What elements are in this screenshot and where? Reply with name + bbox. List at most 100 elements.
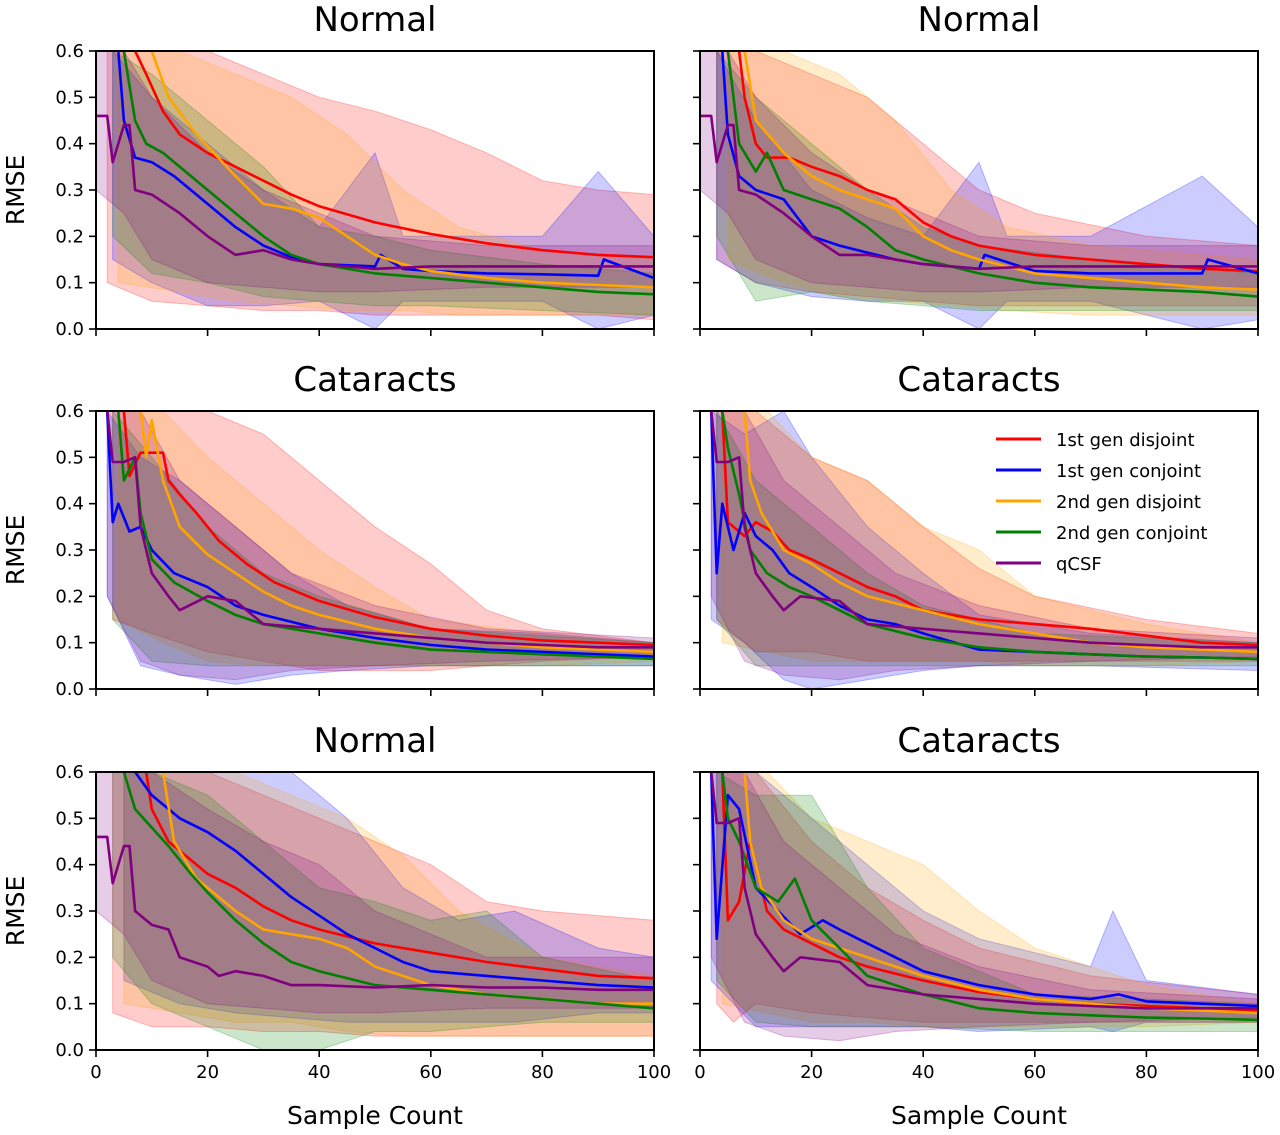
band-qcsf [106, 411, 654, 681]
band-2nd-gen-disjoint [727, 51, 1258, 316]
series-line-1st-gen-disjoint [737, 51, 1258, 273]
band-2nd-gen-disjoint [117, 411, 654, 667]
y-tick-label: 0.6 [55, 41, 84, 62]
legend-label-2nd-gen-conjoint: 2nd gen conjoint [1056, 523, 1207, 544]
y-tick-label: 0.6 [55, 762, 84, 783]
panel-title: Normal [917, 0, 1040, 40]
x-tick-label: 0 [694, 1062, 705, 1083]
band-2nd-gen-conjoint [112, 411, 654, 667]
band-1st-gen-disjoint [112, 772, 654, 1037]
x-tick-label: 40 [912, 1062, 935, 1083]
x-tick-label: 0 [90, 1062, 101, 1083]
x-tick-label: 20 [196, 1062, 219, 1083]
panel-5: Normal 0 20 40 60 80 100 0.0 0.1 0.2 0.3 0.4 0.5 0.6 R… [1, 721, 671, 1130]
legend-label-1st-gen-disjoint: 1st gen disjoint [1056, 430, 1195, 451]
y-tick-label: 0.4 [55, 134, 84, 155]
series-line-qcsf [105, 411, 654, 649]
x-tick-label: 60 [419, 1062, 442, 1083]
x-tick-label: 100 [1241, 1062, 1275, 1083]
band-qcsf [700, 51, 1258, 293]
panel-title: Cataracts [897, 721, 1060, 761]
x-axis-label: Sample Count [891, 1101, 1067, 1130]
band-1st-gen-conjoint [710, 411, 1258, 689]
series-line-1st-gen-disjoint [133, 51, 654, 259]
band-1st-gen-conjoint [106, 411, 654, 685]
x-tick-label: 80 [1135, 1062, 1158, 1083]
series-line-qcsf [709, 411, 1258, 649]
series-line-1st-gen-disjoint [122, 411, 654, 647]
y-tick-label: 0.1 [55, 994, 84, 1015]
y-axis-label: RMSE [1, 515, 30, 586]
panel-4: Cataracts 1st gen disjoint 1st gen conjoin… [693, 360, 1259, 696]
x-tick-label: 20 [800, 1062, 823, 1083]
legend-label-2nd-gen-disjoint: 2nd gen disjoint [1056, 492, 1201, 513]
legend: 1st gen disjoint 1st gen conjoint 2nd gen … [996, 430, 1207, 575]
y-tick-label: 0.0 [55, 679, 84, 700]
x-tick-label: 100 [637, 1062, 671, 1083]
band-2nd-gen-conjoint [716, 51, 1258, 311]
y-tick-label: 0.3 [55, 540, 84, 561]
series-line-2nd-gen-conjoint [122, 51, 654, 296]
panel-6: Cataracts 0 20 40 60 80 100 Sample Count [693, 721, 1275, 1130]
series-line-qcsf [709, 772, 1258, 1010]
panel-title: Normal [313, 0, 436, 40]
x-axis-label: Sample Count [287, 1101, 463, 1130]
band-1st-gen-disjoint [716, 51, 1258, 307]
x-tick-label: 40 [308, 1062, 331, 1083]
y-axis-label: RMSE [1, 876, 30, 947]
y-tick-label: 0.0 [55, 1040, 84, 1061]
series-line-1st-gen-disjoint [144, 772, 654, 980]
series-line-1st-gen-conjoint [105, 411, 654, 658]
series-line-2nd-gen-conjoint [726, 51, 1258, 298]
series-line-2nd-gen-disjoint [743, 51, 1258, 291]
x-tick-label: 80 [531, 1062, 554, 1083]
legend-label-qcsf: qCSF [1056, 554, 1102, 575]
y-tick-label: 0.5 [55, 87, 84, 108]
band-2nd-gen-disjoint [123, 772, 654, 1037]
y-tick-label: 0.3 [55, 180, 84, 201]
panel-title: Cataracts [897, 360, 1060, 400]
y-tick-label: 0.1 [55, 633, 84, 654]
series-line-qcsf [700, 114, 1258, 271]
band-1st-gen-conjoint [123, 772, 654, 1023]
band-1st-gen-conjoint [710, 772, 1258, 1033]
band-1st-gen-disjoint [716, 411, 1258, 662]
band-2nd-gen-conjoint [716, 411, 1258, 667]
y-tick-label: 0.0 [55, 319, 84, 340]
band-2nd-gen-disjoint [721, 411, 1258, 667]
y-tick-label: 0.2 [55, 586, 84, 607]
band-2nd-gen-conjoint [716, 772, 1258, 1032]
band-2nd-gen-conjoint [112, 51, 654, 316]
y-tick-label: 0.3 [55, 901, 84, 922]
band-qcsf [710, 411, 1258, 681]
y-tick-label: 0.2 [55, 947, 84, 968]
panel-3: Cataracts 0.0 0.1 0.2 0.3 0.4 0.5 0.6 RMSE [1, 360, 655, 700]
y-tick-label: 0.1 [55, 273, 84, 294]
series-line-1st-gen-conjoint [134, 772, 654, 989]
series-line-2nd-gen-disjoint [150, 51, 654, 289]
panel-title: Normal [313, 721, 436, 761]
series-line-qcsf [96, 114, 654, 271]
series-line-2nd-gen-conjoint [721, 772, 1258, 1022]
band-qcsf [96, 772, 654, 1014]
panel-title: Cataracts [293, 360, 456, 400]
series-line-2nd-gen-conjoint [122, 772, 654, 1010]
series-line-2nd-gen-disjoint [743, 411, 1258, 654]
legend-label-1st-gen-conjoint: 1st gen conjoint [1056, 461, 1201, 482]
y-tick-label: 0.5 [55, 447, 84, 468]
series-line-qcsf [96, 835, 654, 992]
x-tick-label: 60 [1023, 1062, 1046, 1083]
panel-1: Normal 0.0 0.1 0.2 0.3 0.4 0.5 0.6 RMSE [1, 0, 655, 340]
band-1st-gen-conjoint [716, 51, 1258, 329]
y-axis-label: RMSE [1, 155, 30, 226]
band-2nd-gen-conjoint [112, 772, 654, 1050]
band-qcsf [710, 772, 1258, 1042]
y-tick-label: 0.4 [55, 855, 84, 876]
y-tick-label: 0.2 [55, 226, 84, 247]
band-1st-gen-disjoint [112, 411, 654, 671]
band-1st-gen-conjoint [112, 51, 654, 329]
series-line-1st-gen-conjoint [709, 772, 1258, 1008]
panel-2: Normal [693, 0, 1259, 336]
band-2nd-gen-disjoint [117, 51, 654, 316]
